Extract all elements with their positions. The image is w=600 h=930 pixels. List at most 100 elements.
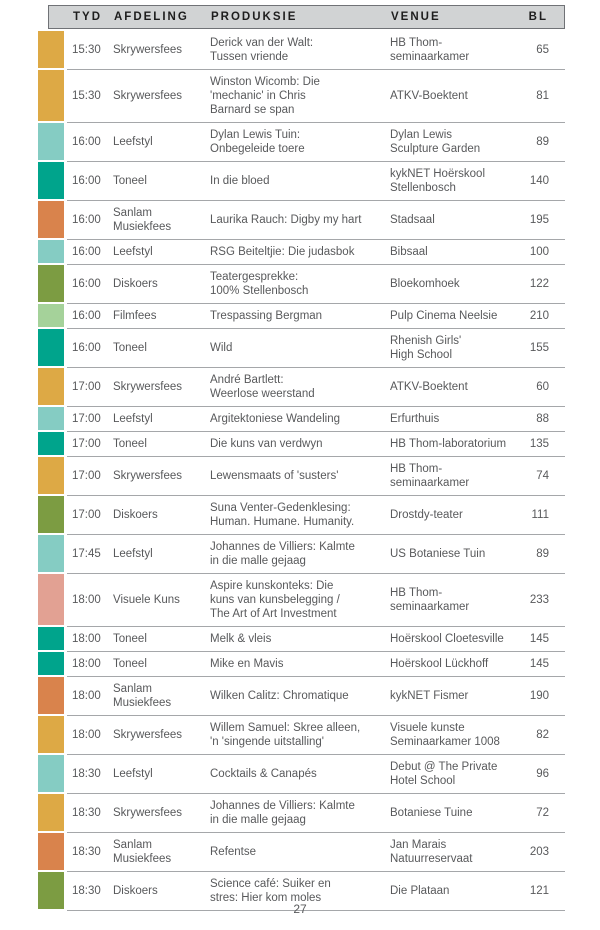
header-cell-bl: BL <box>528 11 548 23</box>
page-ref-cell: 89 <box>536 548 549 560</box>
category-cell: Toneel <box>113 175 147 187</box>
category-color-swatch <box>38 755 64 792</box>
category-cell: Diskoers <box>113 509 158 521</box>
table-row: 16:00 Leefstyl Dylan Lewis Tuin: Onbegel… <box>38 123 565 162</box>
category-cell: Toneel <box>113 658 147 670</box>
header-cell-produksie: PRODUKSIE <box>211 11 298 23</box>
category-cell: Diskoers <box>113 885 158 897</box>
category-cell: Sanlam Musiekfees <box>113 207 172 233</box>
venue-cell: Bloekomhoek <box>390 278 460 290</box>
time-cell: 18:30 <box>72 768 101 780</box>
production-cell: Lewensmaats of 'susters' <box>210 470 339 482</box>
page-ref-cell: 72 <box>536 807 549 819</box>
category-color-swatch <box>38 794 64 831</box>
row-content: 16:00 Leefstyl Dylan Lewis Tuin: Onbegel… <box>67 123 565 162</box>
time-cell: 16:00 <box>72 246 101 258</box>
page-ref-cell: 89 <box>536 136 549 148</box>
venue-cell: Pulp Cinema Neelsie <box>390 310 498 322</box>
time-cell: 16:00 <box>72 136 101 148</box>
category-color-swatch <box>38 833 64 870</box>
page-ref-cell: 65 <box>536 44 549 56</box>
time-cell: 17:00 <box>72 413 101 425</box>
time-cell: 17:00 <box>72 509 101 521</box>
category-cell: Skrywersfees <box>113 470 183 482</box>
row-content: 17:00 Skrywersfees Lewensmaats of 'suste… <box>67 457 565 496</box>
category-color-swatch <box>38 496 64 533</box>
row-content: 18:30 Diskoers Science café: Suiker en s… <box>67 872 565 911</box>
page-ref-cell: 74 <box>536 470 549 482</box>
table-row: 15:30 Skrywersfees Derick van der Walt: … <box>38 31 565 70</box>
category-color-swatch <box>38 407 64 430</box>
category-color-swatch <box>38 368 64 405</box>
production-cell: Melk & vleis <box>210 633 272 645</box>
production-cell: Wild <box>210 342 233 354</box>
category-cell: Sanlam Musiekfees <box>113 839 172 865</box>
category-color-swatch <box>38 574 64 625</box>
production-cell: Johannes de Villiers: Kalmte in die mall… <box>210 541 355 567</box>
venue-cell: Visuele kunste Seminaarkamer 1008 <box>390 722 500 748</box>
table-row: 18:00 Visuele Kuns Aspire kunskonteks: D… <box>38 574 565 627</box>
row-content: 18:00 Sanlam Musiekfees Wilken Calitz: C… <box>67 677 565 716</box>
table-row: 15:30 Skrywersfees Winston Wicomb: Die '… <box>38 70 565 123</box>
schedule-table: TYD AFDELING PRODUKSIE VENUE BL 15:30 Skrywe… <box>38 5 565 911</box>
venue-cell: ATKV-Boektent <box>390 90 468 102</box>
venue-cell: Botaniese Tuine <box>390 807 473 819</box>
category-color-swatch <box>38 535 64 572</box>
table-row: 17:00 Skrywersfees André Bartlett: Weerl… <box>38 368 565 407</box>
page-ref-cell: 82 <box>536 729 549 741</box>
category-color-swatch <box>38 872 64 909</box>
time-cell: 16:00 <box>72 342 101 354</box>
header-cell-tyd: TYD <box>73 11 102 23</box>
production-cell: Wilken Calitz: Chromatique <box>210 690 349 702</box>
table-row: 16:00 Filmfees Trespassing Bergman Pulp … <box>38 304 565 329</box>
table-body: 15:30 Skrywersfees Derick van der Walt: … <box>38 31 565 911</box>
time-cell: 17:00 <box>72 381 101 393</box>
category-cell: Sanlam Musiekfees <box>113 683 172 709</box>
table-row: 17:45 Leefstyl Johannes de Villiers: Kal… <box>38 535 565 574</box>
row-content: 16:00 Diskoers Teatergesprekke: 100% Ste… <box>67 265 565 304</box>
production-cell: André Bartlett: Weerlose weerstand <box>210 374 315 400</box>
venue-cell: HB Thom- seminaarkamer <box>390 463 470 489</box>
row-content: 18:00 Visuele Kuns Aspire kunskonteks: D… <box>67 574 565 627</box>
page-number: 27 <box>293 902 307 916</box>
row-content: 15:30 Skrywersfees Winston Wicomb: Die '… <box>67 70 565 123</box>
production-cell: Winston Wicomb: Die 'mechanic' in Chris … <box>210 76 320 116</box>
category-color-swatch <box>38 201 64 238</box>
production-cell: Trespassing Bergman <box>210 310 323 322</box>
header-cell-venue: VENUE <box>391 11 441 23</box>
category-cell: Skrywersfees <box>113 729 183 741</box>
category-cell: Toneel <box>113 342 147 354</box>
page-ref-cell: 100 <box>529 246 549 258</box>
row-content: 18:30 Sanlam Musiekfees Refentse Jan Mar… <box>67 833 565 872</box>
table-row: 18:00 Skrywersfees Willem Samuel: Skree … <box>38 716 565 755</box>
category-color-swatch <box>38 652 64 675</box>
row-content: 18:30 Skrywersfees Johannes de Villiers:… <box>67 794 565 833</box>
category-cell: Skrywersfees <box>113 44 183 56</box>
venue-cell: Rhenish Girls' High School <box>390 335 462 361</box>
table-row: 18:00 Toneel Mike en Mavis Hoërskool Lüc… <box>38 652 565 677</box>
category-cell: Visuele Kuns <box>113 594 180 606</box>
production-cell: Aspire kunskonteks: Die kuns van kunsbel… <box>210 580 340 620</box>
page-ref-cell: 135 <box>529 438 549 450</box>
row-content: 16:00 Toneel Wild Rhenish Girls' High Sc… <box>67 329 565 368</box>
production-cell: Suna Venter-Gedenklesing: Human. Humane.… <box>210 502 355 528</box>
row-content: 17:00 Diskoers Suna Venter-Gedenklesing:… <box>67 496 565 535</box>
category-cell: Skrywersfees <box>113 90 183 102</box>
category-cell: Skrywersfees <box>113 807 183 819</box>
venue-cell: US Botaniese Tuin <box>390 548 486 560</box>
page-ref-cell: 111 <box>531 509 549 521</box>
table-row: 18:30 Diskoers Science café: Suiker en s… <box>38 872 565 911</box>
row-content: 18:30 Leefstyl Cocktails & Canapés Debut… <box>67 755 565 794</box>
time-cell: 16:00 <box>72 175 101 187</box>
venue-cell: kykNET Hoërskool Stellenbosch <box>390 168 486 194</box>
page-ref-cell: 96 <box>536 768 549 780</box>
table-row: 18:30 Leefstyl Cocktails & Canapés Debut… <box>38 755 565 794</box>
category-color-swatch <box>38 265 64 302</box>
category-color-swatch <box>38 716 64 753</box>
row-content: 17:00 Leefstyl Argitektoniese Wandeling … <box>67 407 565 432</box>
page-ref-cell: 155 <box>529 342 549 354</box>
page-ref-cell: 81 <box>536 90 549 102</box>
production-cell: Willem Samuel: Skree alleen, 'n 'singend… <box>210 722 361 748</box>
table-row: 18:00 Toneel Melk & vleis Hoërskool Cloe… <box>38 627 565 652</box>
venue-cell: Drostdy-teater <box>390 509 463 521</box>
